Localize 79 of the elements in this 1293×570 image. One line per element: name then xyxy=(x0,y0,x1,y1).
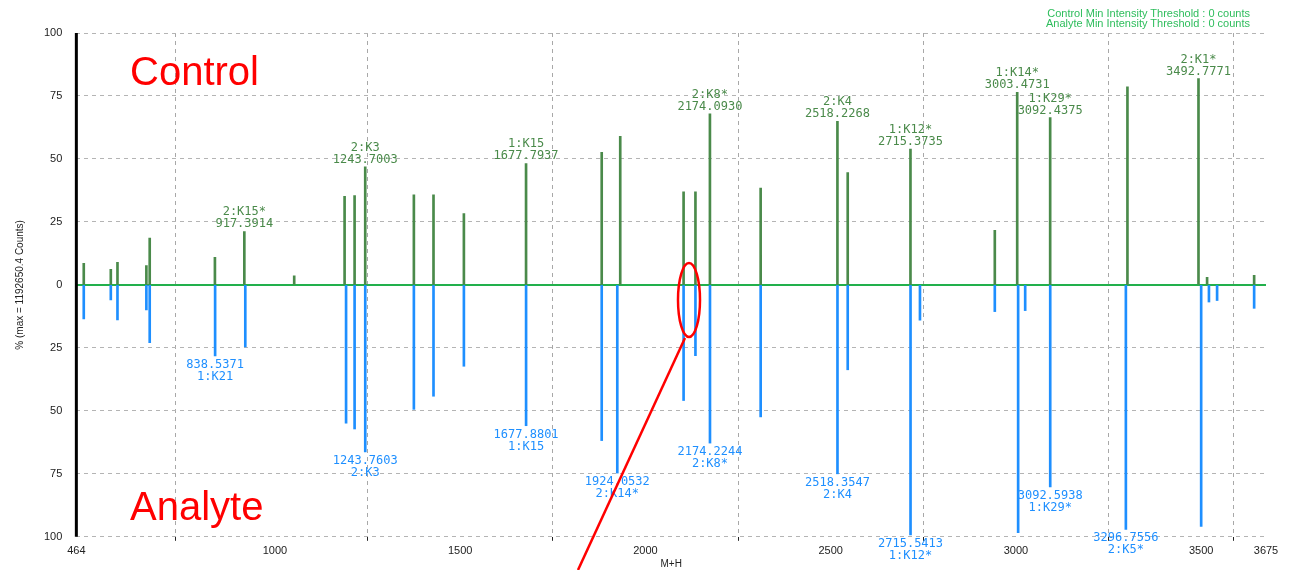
annotation: 2518.3547 2:K4 xyxy=(804,474,870,501)
bar xyxy=(363,166,367,285)
y-tick-label: 100 xyxy=(43,26,63,39)
bar xyxy=(1126,86,1129,285)
x-tick-label: 2500 xyxy=(818,544,843,557)
annotation: 2715.5413 1:K12* xyxy=(878,536,944,563)
bar xyxy=(243,285,247,348)
bar xyxy=(600,285,604,441)
bar xyxy=(759,187,762,285)
annotation: 3296.7556 2:K5* xyxy=(1093,530,1159,557)
annotation: 1:K12* 2715.3735 xyxy=(877,122,943,149)
annotation: Analyte xyxy=(130,484,264,528)
bar xyxy=(243,231,246,285)
bar xyxy=(909,285,912,536)
bar xyxy=(993,229,997,285)
bar xyxy=(846,172,850,285)
bar xyxy=(993,285,997,312)
bar xyxy=(148,285,152,343)
x-tick-label: 3500 xyxy=(1188,544,1214,557)
bar xyxy=(909,148,912,285)
bar xyxy=(109,285,113,301)
bar xyxy=(618,135,622,285)
bar xyxy=(82,262,86,285)
bar xyxy=(682,191,685,285)
x-tick-label: 1000 xyxy=(262,544,288,557)
annotation: 1243.7603 2:K3 xyxy=(332,452,398,479)
annotation: 2:K8* 2174.0930 xyxy=(677,86,743,113)
bar xyxy=(836,121,839,285)
bar xyxy=(694,191,697,285)
bar xyxy=(1197,78,1200,285)
annotation: 2174.2244 2:K8* xyxy=(677,444,743,471)
annotation: 2:K15* 917.3914 xyxy=(215,204,274,231)
annotation: Control xyxy=(130,49,259,93)
annotation: 1:K15 1677.7937 xyxy=(493,136,559,163)
x-tick-label: 1500 xyxy=(447,544,473,557)
y-tick-label: 25 xyxy=(50,214,63,227)
annotation: 2:K1* 3492.7771 xyxy=(1165,51,1231,78)
bar xyxy=(363,285,367,453)
bar xyxy=(846,285,850,371)
bar xyxy=(1015,92,1019,285)
bar xyxy=(292,275,296,285)
bar xyxy=(353,195,356,285)
bar xyxy=(432,194,435,285)
annotation: 2:K3 1243.7003 xyxy=(332,139,398,166)
bar xyxy=(343,195,346,285)
bar xyxy=(353,285,356,430)
y-axis-title: % (max = 1192650.4 Counts) xyxy=(13,220,25,350)
y-tick-label: 50 xyxy=(50,403,63,416)
bar xyxy=(116,285,119,321)
text: Control Min Intensity Threshold : 0 counts xyxy=(1047,7,1251,19)
annotation: 3092.5938 1:K29* xyxy=(1017,487,1083,514)
bar xyxy=(148,237,152,285)
x-axis-title: M+H xyxy=(660,557,682,569)
bar xyxy=(615,285,619,474)
x-tick-label: 3675 xyxy=(1253,544,1279,557)
annotation: 1:K14* 3003.4731 xyxy=(984,65,1050,92)
annotation: 2:K4 2518.2268 xyxy=(804,94,870,121)
bar xyxy=(1048,285,1052,488)
bar xyxy=(694,285,697,357)
bar xyxy=(836,285,839,475)
x-tick-label: 464 xyxy=(67,544,86,557)
y-tick-label: 100 xyxy=(43,529,63,542)
y-tick-label: 50 xyxy=(50,151,63,164)
x-tick-label: 2000 xyxy=(633,544,658,557)
y-tick-label: 0 xyxy=(56,277,63,290)
annotation: 1:K29* 3092.4375 xyxy=(1017,90,1083,117)
y-tick-label: 75 xyxy=(50,89,63,102)
bar xyxy=(116,261,119,285)
y-tick-label: 25 xyxy=(50,340,63,353)
bar xyxy=(1023,285,1027,311)
bar xyxy=(432,285,435,397)
annotation: 838.5371 1:K21 xyxy=(186,356,245,383)
bar xyxy=(759,285,762,418)
y-tick-label: 75 xyxy=(50,466,63,479)
annotation: 1677.8801 1:K15 xyxy=(493,426,559,453)
bar xyxy=(109,268,113,285)
x-tick-label: 3000 xyxy=(1003,544,1029,557)
bar xyxy=(82,285,86,320)
bar xyxy=(600,152,604,285)
